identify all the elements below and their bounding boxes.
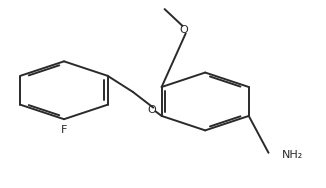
Text: O: O bbox=[180, 25, 188, 35]
Text: NH₂: NH₂ bbox=[281, 150, 303, 160]
Text: F: F bbox=[61, 125, 67, 135]
Text: O: O bbox=[147, 105, 156, 115]
